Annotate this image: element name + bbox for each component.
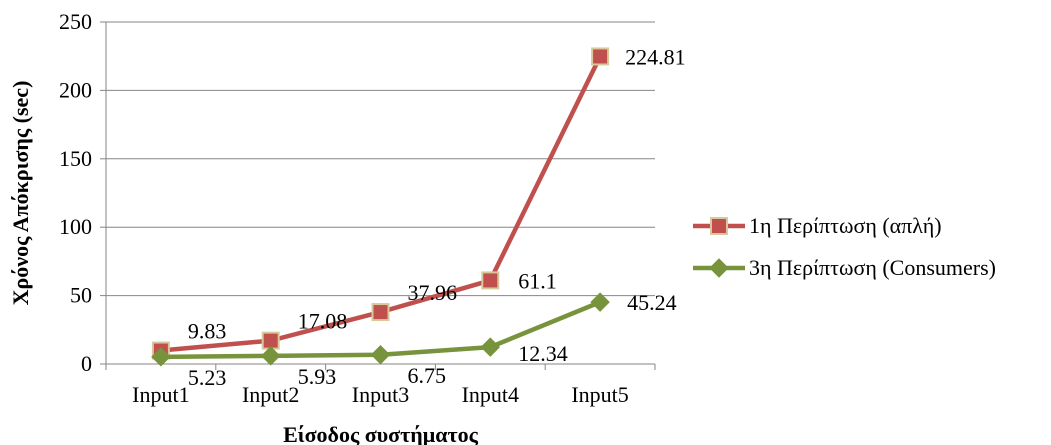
series-layer — [151, 47, 610, 367]
square-marker — [371, 303, 390, 322]
x-tick-label: Input1 — [132, 382, 189, 407]
data-label-series-1: 9.83 — [188, 319, 227, 344]
legend-label: 1η Περίπτωση (απλή) — [749, 213, 942, 238]
y-tick-label: 250 — [59, 9, 92, 34]
y-tick-label: 150 — [59, 146, 92, 171]
y-tick-label: 0 — [81, 351, 92, 376]
y-tick-label: 200 — [59, 77, 92, 102]
data-labels: 9.83 17.08 37.96 61.1 224.81 5.23 5.93 6.75 12.3… — [188, 44, 686, 389]
diamond-marker — [151, 347, 171, 367]
square-marker — [481, 271, 500, 290]
diamond-marker — [370, 345, 391, 365]
data-label-series-1: 61.1 — [518, 268, 557, 293]
data-label-series-2: 12.34 — [518, 341, 568, 366]
diamond-marker — [480, 337, 501, 357]
legend-square-marker — [710, 217, 728, 235]
data-label-series-1: 17.08 — [298, 309, 348, 334]
diamond-marker — [260, 346, 281, 366]
data-label-series-2: 5.93 — [298, 364, 337, 389]
x-tick-label: Input4 — [462, 382, 519, 407]
data-label-series-2: 45.24 — [627, 290, 677, 315]
x-tick-label: Input3 — [352, 382, 409, 407]
square-marker — [591, 47, 610, 66]
axes: 0 50 100 150 200 250 Input1 Input2 Input3 Input4 I… — [59, 9, 656, 407]
data-label-series-1: 224.81 — [625, 44, 686, 69]
legend-diamond-marker — [709, 258, 729, 278]
diamond-marker — [590, 292, 610, 312]
y-axis-title: Χρόνος Απόκρισης (sec) — [8, 81, 33, 306]
x-tick-label: Input2 — [242, 382, 299, 407]
legend-label: 3η Περίπτωση (Consumers) — [749, 255, 996, 280]
data-label-series-2: 5.23 — [188, 365, 227, 390]
y-tick-label: 50 — [70, 283, 92, 308]
gridlines — [106, 21, 655, 297]
x-axis-title: Είσοδος συστήματος — [283, 422, 479, 445]
x-tick-label: Input5 — [571, 382, 628, 407]
data-label-series-2: 6.75 — [408, 363, 447, 388]
y-tick-label: 100 — [59, 214, 92, 239]
data-label-series-1: 37.96 — [408, 280, 458, 305]
legend: 1η Περίπτωση (απλή) 3η Περίπτωση (Consume… — [693, 213, 996, 280]
